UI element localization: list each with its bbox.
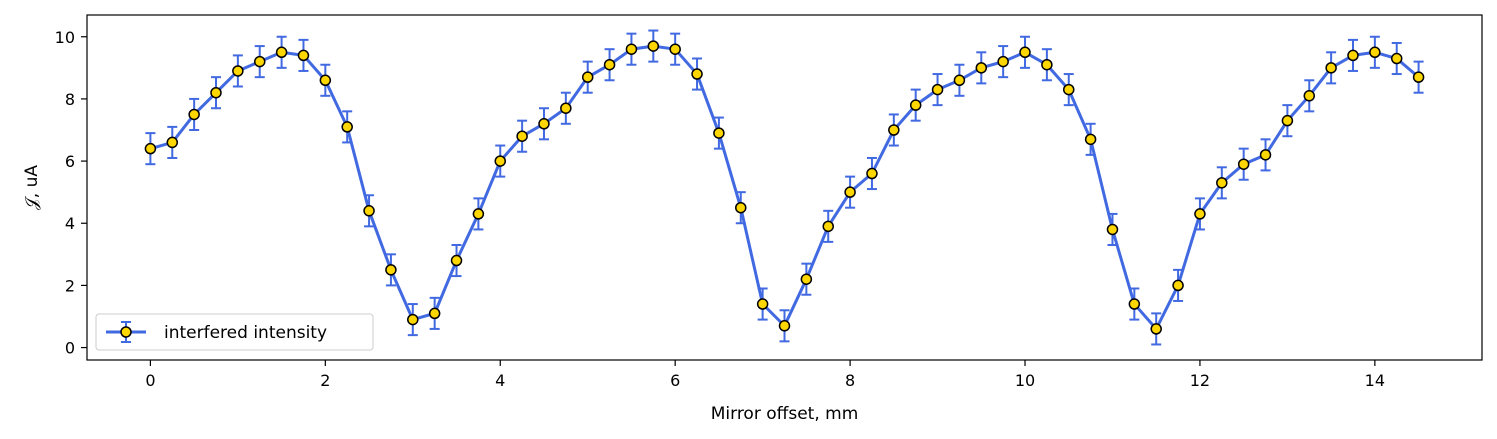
x-tick-label: 10 [1015,371,1035,390]
data-point [210,86,222,99]
x-tick-label: 0 [145,371,155,390]
data-point [888,124,900,136]
data-point [778,320,791,332]
data-point [953,74,966,87]
data-point [800,273,813,285]
legend-symbol [106,321,146,343]
data-point [997,55,1009,68]
data-point [1369,46,1381,59]
data-point [735,201,747,214]
data-point [669,43,681,55]
data-point [647,40,660,52]
data-point [144,142,157,155]
x-tick-label: 4 [495,371,505,390]
data-point [909,99,922,111]
x-tick-label: 12 [1190,371,1210,390]
legend-label: interfered intensity [164,323,327,343]
data-point [691,68,703,80]
x-axis-label: Mirror offset, mm [711,404,859,424]
y-tick-label: 0 [65,339,75,358]
data-point [1128,298,1141,310]
data-point [1150,323,1162,335]
data-point [1390,52,1403,65]
y-tick-label: 8 [65,90,75,109]
data-point [253,55,266,68]
data-point [341,121,353,133]
legend-box [95,313,374,351]
data-point [385,264,397,276]
data-point [975,62,988,74]
data-point [472,208,485,220]
data-point [866,167,878,180]
data-point [603,58,616,71]
data-point [1194,208,1206,220]
data-point [363,205,375,217]
data-point [1041,58,1053,71]
x-tick-label: 6 [670,371,680,390]
data-point [538,118,550,130]
data-point [1303,90,1316,102]
data-point [1412,71,1425,83]
data-point [275,46,288,59]
data-point [494,155,507,167]
y-tick-label: 4 [65,214,75,233]
data-point [1347,49,1359,62]
data-point [319,74,332,87]
data-point [1237,158,1250,170]
y-tick-label: 10 [55,28,75,47]
data-point [756,298,769,310]
data-point [822,220,834,233]
data-point [407,313,419,326]
data-point [1172,279,1184,292]
data-point [450,254,463,267]
y-tick-label: 6 [65,152,75,171]
data-point [1019,46,1031,59]
legend-marker [120,326,132,338]
data-point [1106,223,1119,236]
data-point [428,307,441,320]
legend: interfered intensity [95,313,374,351]
data-point [713,127,725,139]
data-point [166,136,179,149]
data-point [625,43,638,55]
data-point [931,83,944,96]
data-point [1259,149,1272,161]
data-point [581,71,594,83]
y-tick-label: 2 [65,276,75,295]
data-point [1062,83,1075,96]
data-point [560,102,572,114]
data-point [1084,133,1097,146]
y-axis-label: 𝒥, uA [22,165,42,210]
data-point [1325,62,1337,74]
data-point [188,108,200,121]
y-axis-ticks: 0 2 4 6 8 10 [55,28,87,358]
x-axis-ticks: 0 2 4 6 8 10 12 14 [145,360,1385,390]
data-point [232,65,244,77]
plot-frame [86,14,1483,361]
data-point [516,130,528,142]
data-point [1281,114,1294,127]
x-tick-label: 14 [1365,371,1385,390]
x-tick-label: 2 [320,371,330,390]
data-point [1216,177,1228,189]
data-point [844,186,856,198]
x-tick-label: 8 [845,371,855,390]
data-points [144,40,1425,335]
data-point [297,49,310,62]
